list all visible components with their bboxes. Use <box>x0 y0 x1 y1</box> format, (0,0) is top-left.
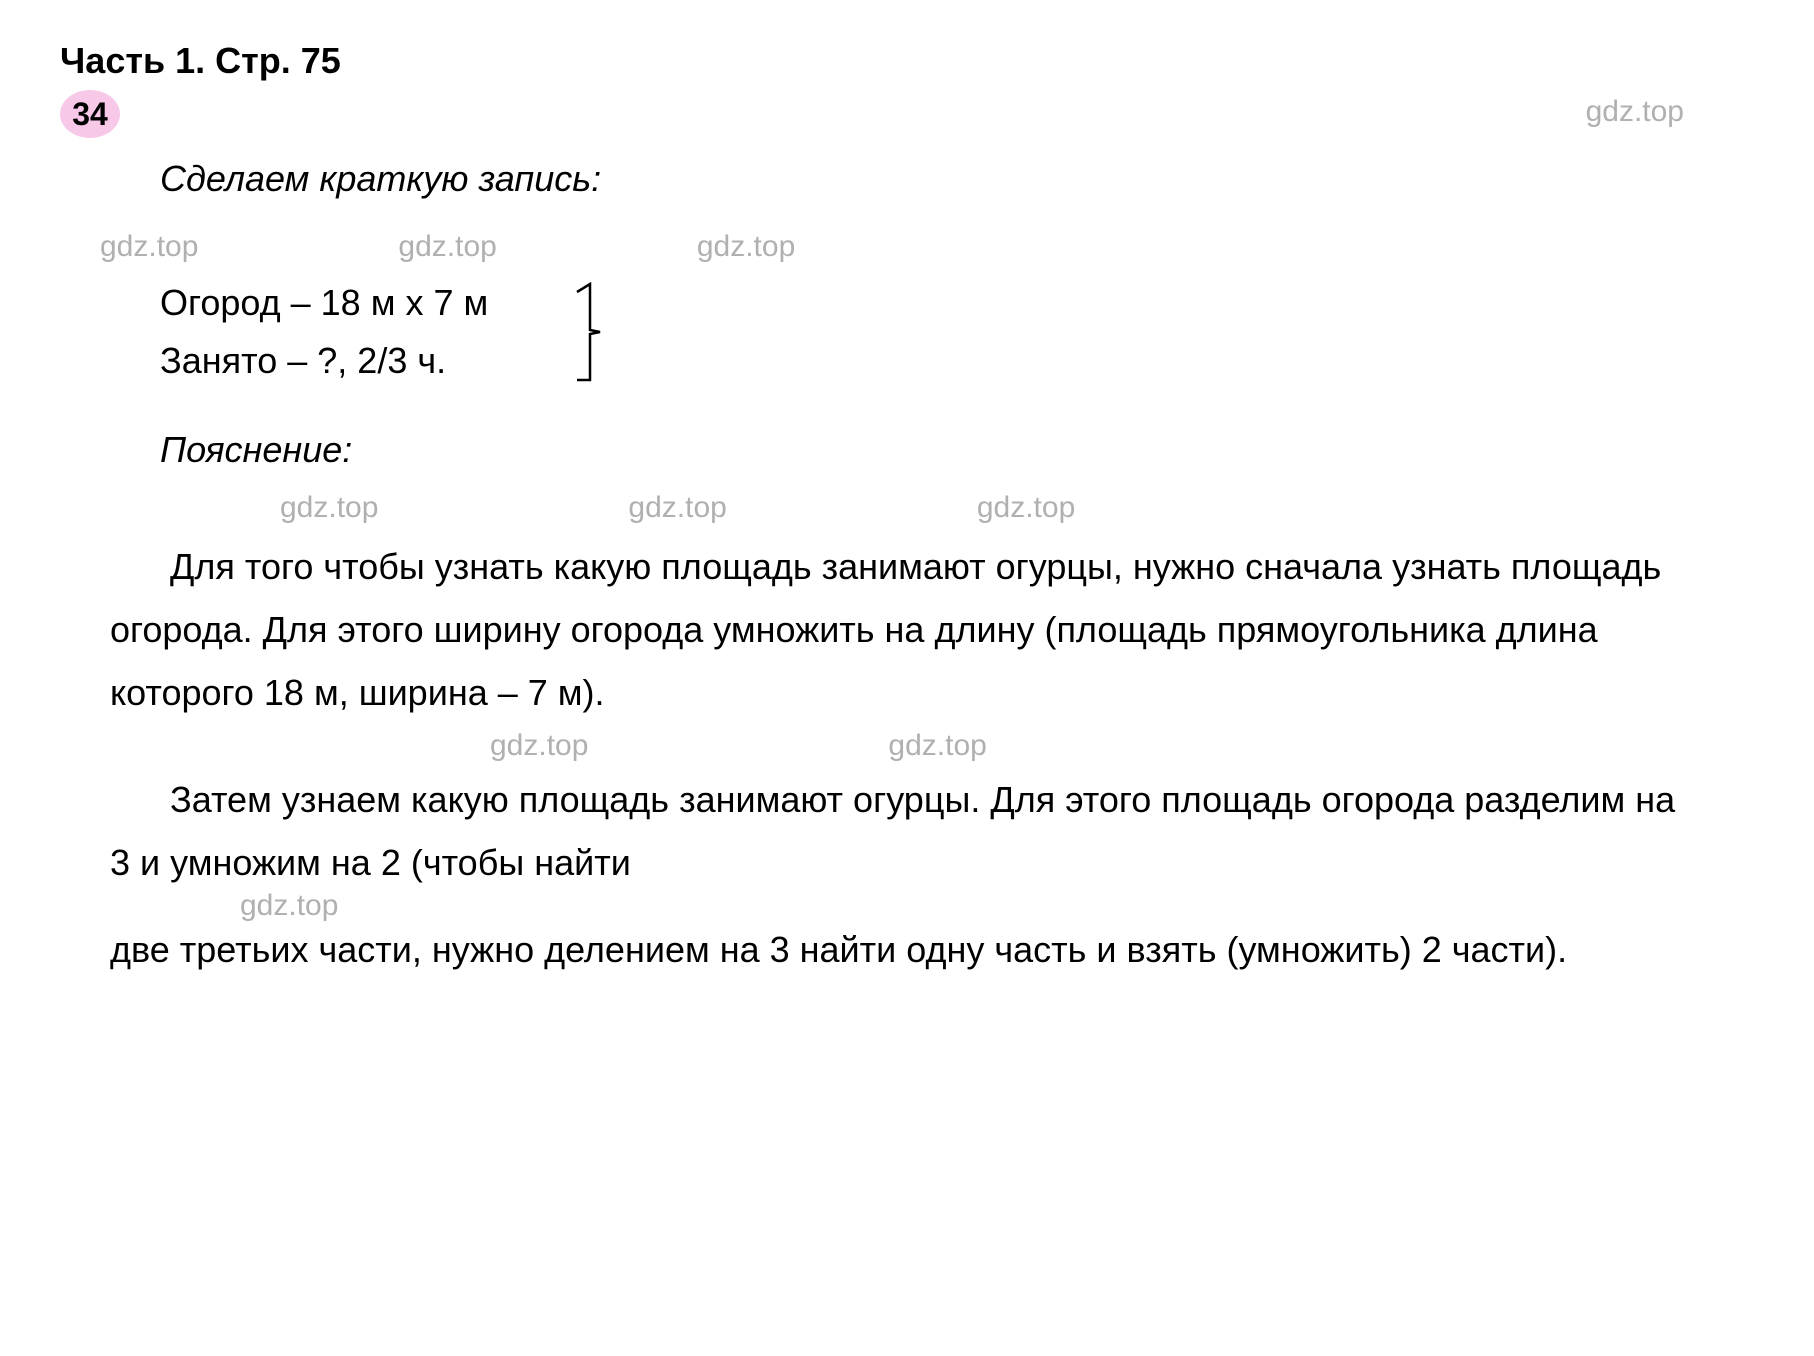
paragraph-text: Затем узнаем какую площадь занимают огур… <box>110 779 1675 883</box>
brief-note-heading: Сделаем краткую запись: <box>160 158 1754 200</box>
watermark: gdz.top <box>697 230 795 264</box>
watermark: gdz.top <box>490 729 588 763</box>
watermark: gdz.top <box>280 491 378 525</box>
watermark: gdz.top <box>977 491 1075 525</box>
paragraph-text: Для того чтобы узнать какую площадь зани… <box>110 546 1661 713</box>
watermark: gdz.top <box>398 230 496 264</box>
watermark-row: gdz.top gdz.top <box>490 729 1754 763</box>
part-title: Часть 1. Стр. 75 <box>60 40 1754 82</box>
bracket-icon <box>575 282 605 391</box>
explanation-paragraph-2-cont: две третьих части, нужно делением на 3 н… <box>110 918 1704 981</box>
watermark-row: gdz.top gdz.top gdz.top <box>280 491 1754 525</box>
watermark-row: gdz.top gdz.top gdz.top <box>100 230 1754 264</box>
watermark: gdz.top <box>628 491 726 525</box>
explanation-paragraph-2: Затем узнаем какую площадь занимают огур… <box>110 768 1704 894</box>
paragraph-text: две третьих части, нужно делением на 3 н… <box>110 929 1567 970</box>
problem-number-badge: 34 <box>60 90 120 138</box>
data-line-garden: Огород – 18 м х 7 м <box>160 274 1754 332</box>
brief-note-data: Огород – 18 м х 7 м Занято – ?, 2/3 ч. <box>160 274 1754 389</box>
watermark: gdz.top <box>100 230 198 264</box>
explanation-heading: Пояснение: <box>160 429 1754 471</box>
explanation-paragraph-1: Для того чтобы узнать какую площадь зани… <box>110 535 1704 724</box>
data-line-occupied: Занято – ?, 2/3 ч. <box>160 332 1754 390</box>
watermark: gdz.top <box>1586 95 1684 129</box>
document-header: Часть 1. Стр. 75 34 <box>60 40 1754 138</box>
watermark: gdz.top <box>888 729 986 763</box>
